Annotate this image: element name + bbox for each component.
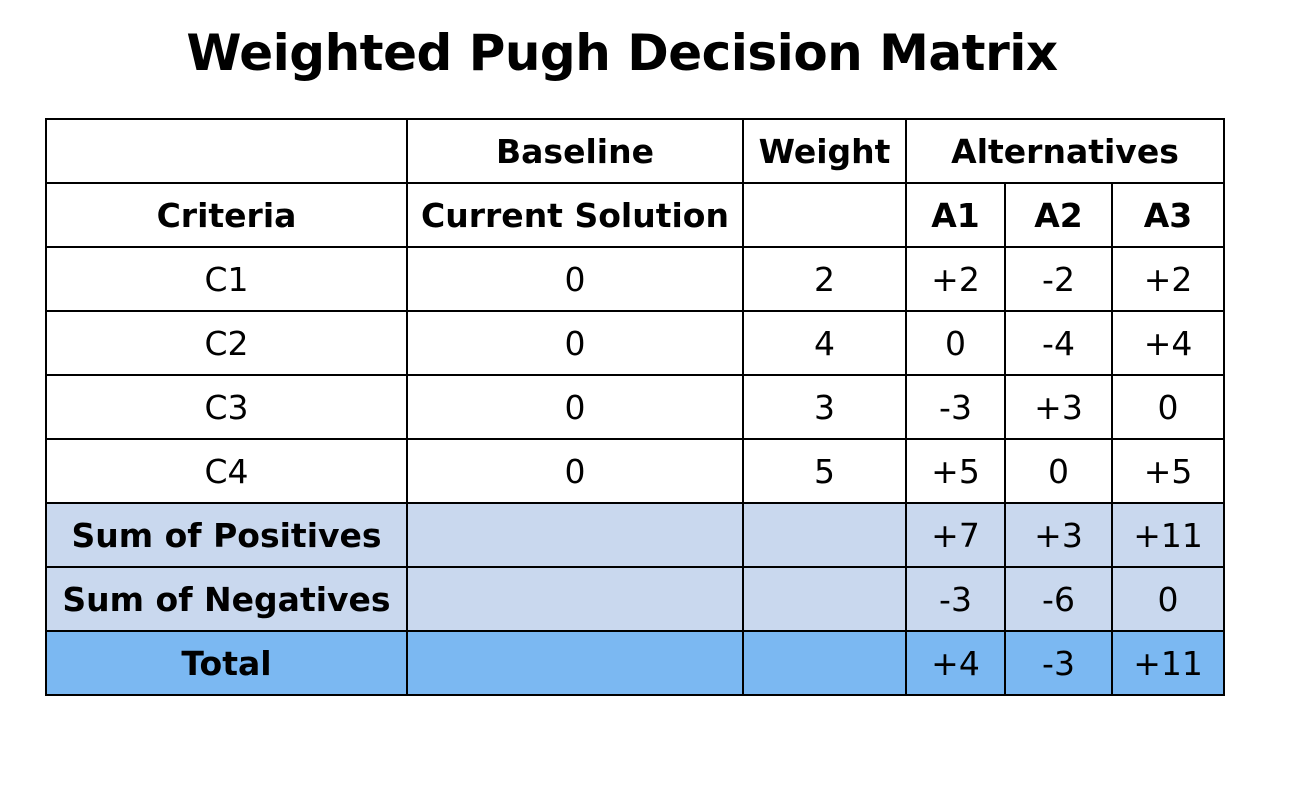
- a2-header: A2: [1004, 182, 1113, 248]
- weight-cell: 4: [742, 310, 907, 376]
- criterion-cell: C2: [45, 310, 408, 376]
- header-row-2: Criteria Current Solution A1 A2 A3: [45, 182, 1226, 248]
- criteria-header: Criteria: [45, 182, 408, 248]
- total-weight-blank: [742, 630, 907, 696]
- a3-cell: 0: [1110, 566, 1226, 632]
- weight-subheader-blank: [742, 182, 907, 248]
- header-blank-cell: [45, 118, 408, 184]
- a2-cell: 0: [1004, 438, 1113, 504]
- a1-cell: +7: [905, 502, 1006, 568]
- sum-weight-blank: [742, 566, 907, 632]
- sum-of-negatives-row: Sum of Negatives -3 -6 0: [45, 566, 1226, 632]
- a3-cell: +4: [1110, 310, 1226, 376]
- criterion-row-c4: C4 0 5 +5 0 +5: [45, 438, 1226, 504]
- a1-header: A1: [905, 182, 1006, 248]
- total-baseline-blank: [406, 630, 744, 696]
- a1-cell: +5: [905, 438, 1006, 504]
- a3-cell: +2: [1110, 246, 1226, 312]
- a1-cell: -3: [905, 566, 1006, 632]
- weight-cell: 5: [742, 438, 907, 504]
- a3-header: A3: [1110, 182, 1226, 248]
- a1-cell: +2: [905, 246, 1006, 312]
- total-label: Total: [45, 630, 408, 696]
- baseline-cell: 0: [406, 438, 744, 504]
- a3-cell: +11: [1110, 502, 1226, 568]
- criterion-row-c1: C1 0 2 +2 -2 +2: [45, 246, 1226, 312]
- sum-of-positives-label: Sum of Positives: [45, 502, 408, 568]
- a2-cell: +3: [1004, 374, 1113, 440]
- a2-cell: +3: [1004, 502, 1113, 568]
- criterion-cell: C1: [45, 246, 408, 312]
- weight-cell: 3: [742, 374, 907, 440]
- pugh-matrix-table: Baseline Weight Alternatives Criteria Cu…: [45, 118, 1226, 696]
- criterion-row-c2: C2 0 4 0 -4 +4: [45, 310, 1226, 376]
- header-row-1: Baseline Weight Alternatives: [45, 118, 1226, 184]
- a2-cell: -2: [1004, 246, 1113, 312]
- alternatives-header: Alternatives: [904, 118, 1226, 184]
- a1-cell: +4: [905, 630, 1006, 696]
- a3-cell: +11: [1110, 630, 1226, 696]
- a2-cell: -6: [1004, 566, 1113, 632]
- weight-cell: 2: [742, 246, 907, 312]
- sum-weight-blank: [742, 502, 907, 568]
- criterion-cell: C4: [45, 438, 408, 504]
- sum-baseline-blank: [406, 502, 744, 568]
- baseline-header: Baseline: [406, 118, 744, 184]
- a3-cell: +5: [1110, 438, 1226, 504]
- a3-cell: 0: [1110, 374, 1226, 440]
- sum-baseline-blank: [406, 566, 744, 632]
- baseline-cell: 0: [406, 310, 744, 376]
- sum-of-positives-row: Sum of Positives +7 +3 +11: [45, 502, 1226, 568]
- weight-header: Weight: [742, 118, 907, 184]
- criterion-row-c3: C3 0 3 -3 +3 0: [45, 374, 1226, 440]
- a2-cell: -4: [1004, 310, 1113, 376]
- page-title: Weighted Pugh Decision Matrix: [186, 24, 1058, 82]
- total-row: Total +4 -3 +11: [45, 630, 1226, 696]
- sum-of-negatives-label: Sum of Negatives: [45, 566, 408, 632]
- baseline-cell: 0: [406, 246, 744, 312]
- a1-cell: 0: [905, 310, 1006, 376]
- current-solution-header: Current Solution: [406, 182, 744, 248]
- a2-cell: -3: [1004, 630, 1113, 696]
- criterion-cell: C3: [45, 374, 408, 440]
- a1-cell: -3: [905, 374, 1006, 440]
- baseline-cell: 0: [406, 374, 744, 440]
